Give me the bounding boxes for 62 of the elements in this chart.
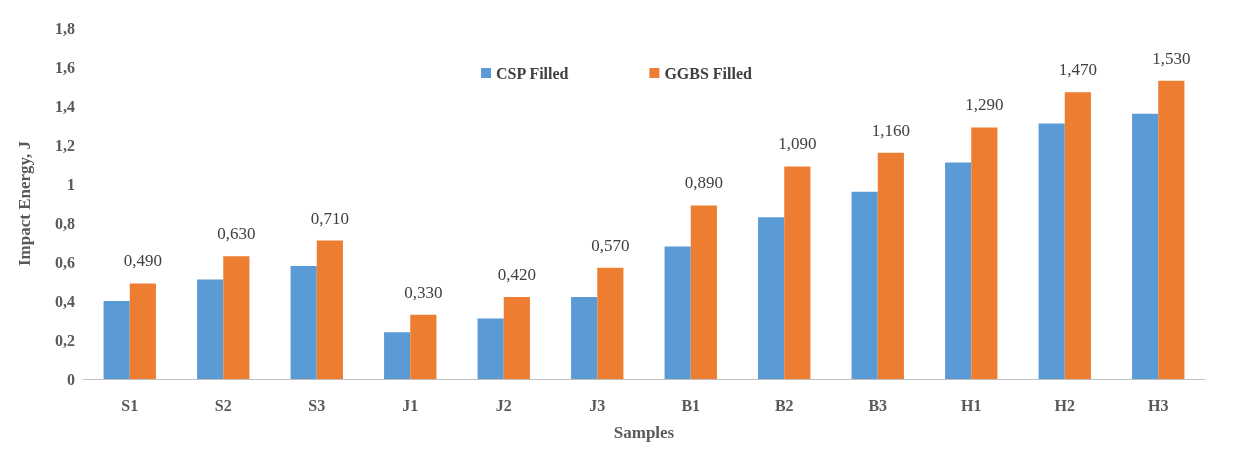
y-tick-label: 0,6 (55, 253, 75, 271)
bar (410, 314, 437, 379)
data-label: 0,710 (310, 208, 349, 228)
x-tick-label: J1 (402, 396, 419, 414)
bar (103, 301, 130, 379)
bar (1158, 80, 1185, 379)
y-tick-label: 0,4 (55, 292, 75, 310)
bar (477, 318, 504, 379)
x-tick-label: H1 (961, 396, 982, 414)
bar (664, 246, 691, 379)
data-label: 0,330 (404, 282, 443, 302)
bar (223, 256, 250, 379)
data-label: 1,530 (1152, 48, 1191, 68)
bar (290, 265, 317, 379)
bar (129, 283, 156, 379)
bar (597, 267, 624, 379)
bar (758, 217, 785, 379)
data-label: 0,630 (217, 224, 256, 244)
bar (971, 127, 998, 379)
data-label: 1,160 (871, 120, 910, 140)
bar (945, 162, 972, 379)
x-tick-label: S2 (214, 396, 232, 414)
bar (877, 152, 904, 379)
bar (1038, 123, 1065, 379)
bar (571, 297, 598, 379)
bar (784, 166, 811, 379)
data-label: 0,890 (684, 173, 723, 193)
x-tick-label: H2 (1054, 396, 1075, 414)
data-label: 0,490 (123, 251, 162, 271)
x-tick-label: J2 (495, 396, 512, 414)
x-tick-label: H3 (1148, 396, 1169, 414)
data-label: 1,470 (1058, 60, 1097, 80)
x-axis-title: Samples (613, 423, 675, 442)
y-axis-title: Impact Energy, J (15, 140, 34, 267)
x-tick-label: J3 (589, 396, 606, 414)
y-tick-label: 1,4 (55, 97, 75, 115)
bar (197, 279, 224, 379)
x-tick-label: B1 (681, 396, 701, 414)
bar (851, 191, 878, 379)
bar (316, 240, 343, 379)
bar (1064, 92, 1091, 379)
y-tick-label: 1,8 (55, 19, 75, 37)
data-label: 1,090 (778, 134, 817, 154)
x-tick-label: B3 (868, 396, 888, 414)
y-tick-label: 0,8 (55, 214, 75, 232)
y-tick-label: 1 (67, 175, 75, 193)
bar (384, 332, 411, 379)
y-tick-label: 0 (67, 370, 75, 388)
y-tick-label: 1,2 (55, 136, 75, 154)
bar (503, 297, 530, 379)
x-tick-label: S1 (121, 396, 139, 414)
data-label: 1,290 (965, 95, 1004, 115)
legend-label: CSP Filled (496, 64, 569, 82)
data-label: 0,570 (591, 235, 630, 255)
x-tick-label: B2 (774, 396, 794, 414)
bar (1132, 113, 1159, 379)
legend-label: GGBS Filled (664, 64, 753, 82)
y-tick-label: 1,6 (55, 58, 75, 76)
x-tick-label: S3 (308, 396, 326, 414)
y-tick-label: 0,2 (55, 331, 75, 349)
data-label: 0,420 (497, 265, 536, 285)
bar (690, 205, 717, 379)
